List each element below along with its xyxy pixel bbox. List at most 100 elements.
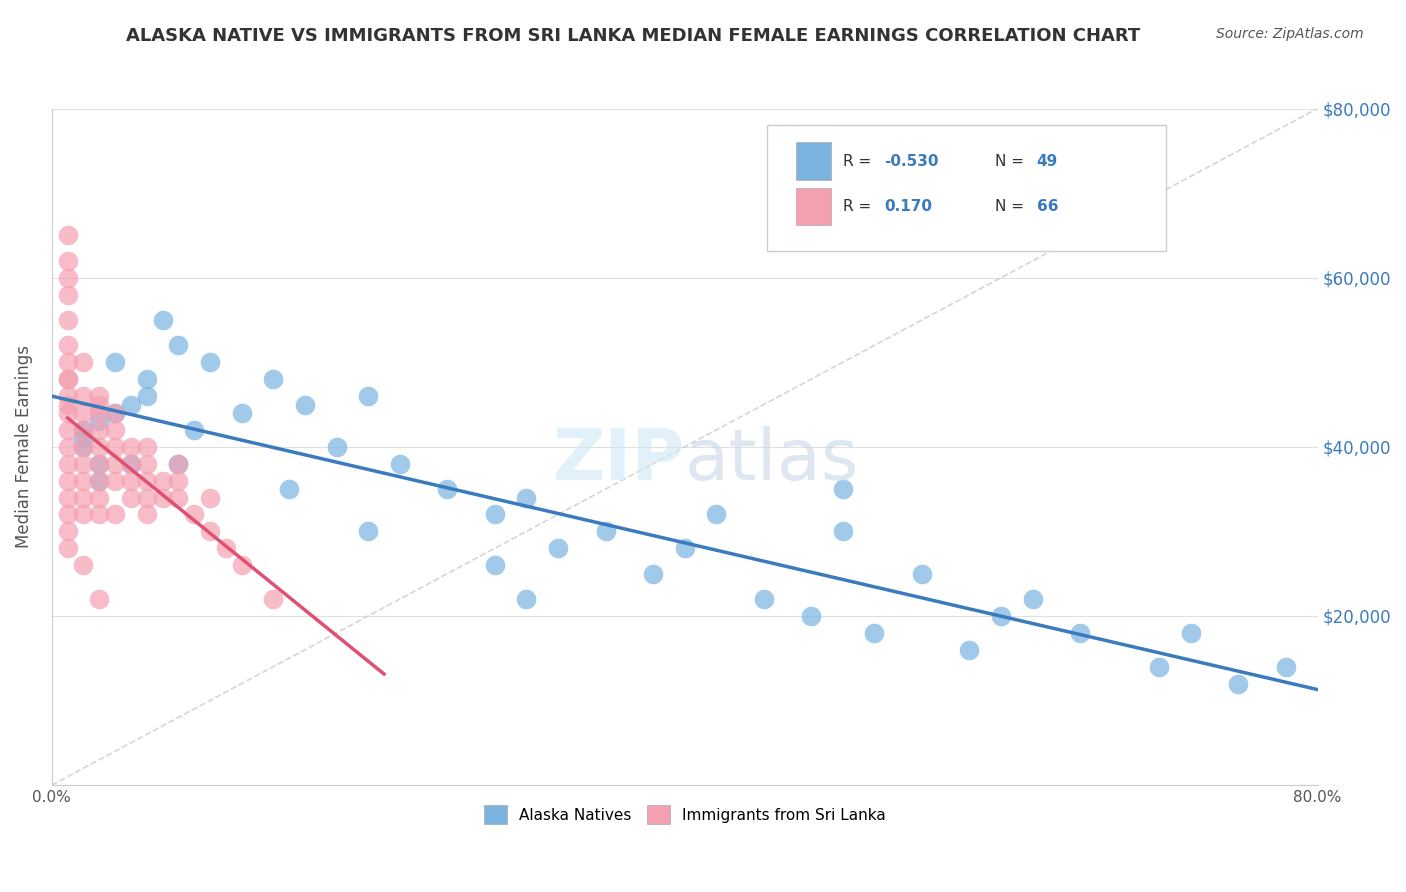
Point (56, 440, 79, 454)
Point (56, 313, 79, 327)
Point (120, 397, 142, 411)
Bar (796, 187, 831, 225)
Point (89, 389, 111, 403)
Point (56, 423, 79, 437)
Point (167, 338, 190, 352)
Point (752, 592, 775, 607)
Point (1275, 659, 1298, 673)
Point (183, 508, 205, 522)
Point (72, 355, 94, 369)
Point (72, 423, 94, 437)
Point (262, 372, 284, 386)
Text: -0.530: -0.530 (884, 153, 939, 169)
Point (135, 491, 157, 505)
Point (831, 482, 853, 496)
Point (72, 423, 94, 437)
Point (198, 524, 221, 539)
Point (152, 474, 174, 488)
Point (120, 457, 142, 471)
Point (104, 508, 127, 522)
Point (231, 406, 253, 420)
Point (135, 372, 157, 386)
Point (72, 474, 94, 488)
Point (72, 440, 94, 454)
Point (56, 508, 79, 522)
Point (167, 474, 190, 488)
Text: N =: N = (994, 199, 1029, 214)
Point (72, 558, 94, 573)
Point (56, 397, 79, 411)
Point (72, 406, 94, 420)
Point (1180, 625, 1202, 640)
Point (56, 406, 79, 420)
Point (357, 389, 380, 403)
Point (1149, 659, 1171, 673)
Point (231, 558, 253, 573)
Point (120, 491, 142, 505)
Point (135, 508, 157, 522)
Point (911, 566, 934, 581)
Point (120, 474, 142, 488)
Point (183, 423, 205, 437)
Point (198, 491, 221, 505)
Point (56, 355, 79, 369)
Text: ALASKA NATIVE VS IMMIGRANTS FROM SRI LANKA MEDIAN FEMALE EARNINGS CORRELATION CH: ALASKA NATIVE VS IMMIGRANTS FROM SRI LAN… (125, 27, 1140, 45)
Text: 66: 66 (1036, 199, 1057, 214)
Point (484, 508, 506, 522)
Point (89, 457, 111, 471)
Point (120, 440, 142, 454)
Point (135, 474, 157, 488)
Point (56, 253, 79, 268)
FancyBboxPatch shape (766, 126, 1166, 251)
Point (388, 457, 411, 471)
Point (89, 457, 111, 471)
Text: R =: R = (842, 199, 876, 214)
Point (152, 313, 174, 327)
Point (89, 414, 111, 428)
Point (89, 474, 111, 488)
Point (357, 524, 380, 539)
Point (56, 457, 79, 471)
Text: N =: N = (994, 153, 1029, 169)
Text: R =: R = (842, 153, 876, 169)
Point (56, 541, 79, 556)
Text: 0.170: 0.170 (884, 199, 932, 214)
Point (89, 491, 111, 505)
Point (990, 609, 1012, 624)
Text: Source: ZipAtlas.com: Source: ZipAtlas.com (1216, 27, 1364, 41)
Point (1227, 676, 1250, 690)
Point (56, 474, 79, 488)
Point (56, 524, 79, 539)
Point (436, 482, 458, 496)
Point (294, 397, 316, 411)
Point (104, 457, 127, 471)
Point (56, 372, 79, 386)
Point (89, 397, 111, 411)
Point (1069, 625, 1091, 640)
Point (278, 482, 301, 496)
Point (89, 474, 111, 488)
Bar (796, 143, 831, 179)
Point (104, 440, 127, 454)
Y-axis label: Median Female Earnings: Median Female Earnings (15, 345, 32, 549)
Point (198, 355, 221, 369)
Point (89, 423, 111, 437)
Point (56, 491, 79, 505)
Point (1022, 592, 1045, 607)
Point (72, 457, 94, 471)
Point (484, 558, 506, 573)
Point (957, 642, 980, 657)
Point (595, 524, 617, 539)
Point (72, 431, 94, 445)
Point (135, 389, 157, 403)
Point (167, 457, 190, 471)
Point (104, 474, 127, 488)
Point (104, 406, 127, 420)
Point (56, 287, 79, 301)
Point (641, 566, 664, 581)
Text: ZIP: ZIP (553, 425, 685, 495)
Legend: Alaska Natives, Immigrants from Sri Lanka: Alaska Natives, Immigrants from Sri Lank… (477, 797, 893, 831)
Point (325, 440, 347, 454)
Point (56, 228, 79, 243)
Point (104, 423, 127, 437)
